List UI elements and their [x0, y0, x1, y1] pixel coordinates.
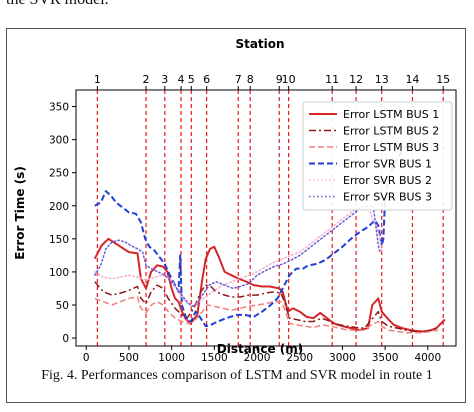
x-tick-label-4000: 4000: [414, 352, 441, 364]
series-line-2: [94, 281, 439, 333]
y-tick-label-350: 350: [49, 102, 69, 114]
axes: 0 500 1000 1500 2000 2500 3000 3500 4000 0 50 100 15…: [49, 102, 441, 364]
x-tick-label-0: 0: [83, 352, 90, 364]
station-label-3: 3: [161, 73, 168, 86]
station-label-4: 4: [178, 73, 185, 86]
body-text-fragment: the SVR model.: [6, 0, 109, 9]
legend-label-3: Error LSTM BUS 3: [343, 141, 439, 154]
y-tick-label-250: 250: [49, 168, 69, 180]
y-tick-label-0: 0: [62, 333, 69, 345]
series-line-6: [94, 205, 381, 308]
series-line-5: [94, 203, 383, 308]
error-time-chart: 1 2 3 4 5 6 7 8 910 11 12 13 14 15 0 500 1000 1500 2000 25…: [13, 37, 457, 364]
station-label-6: 6: [203, 73, 210, 86]
station-label-10: 10: [282, 73, 296, 86]
secondary-x-axis-title: Station: [235, 37, 284, 51]
series-group: [93, 126, 446, 334]
station-label-13: 13: [375, 73, 389, 86]
x-axis-title: Distance (m): [217, 342, 304, 356]
legend-label-4: Error SVR BUS 1: [343, 158, 432, 171]
x-tick-label-500: 500: [119, 352, 139, 364]
y-tick-label-300: 300: [49, 135, 69, 147]
legend-label-5: Error SVR BUS 2: [343, 174, 432, 187]
station-label-9: 9: [276, 73, 283, 86]
station-label-2: 2: [143, 73, 150, 86]
figure-frame: [6, 28, 466, 403]
y-tick-label-100: 100: [49, 267, 69, 279]
station-label-1: 1: [94, 73, 101, 86]
x-tick-label-2000: 2000: [244, 352, 271, 364]
x-tick-label-2500: 2500: [286, 352, 313, 364]
x-tick-label-1500: 1500: [201, 352, 228, 364]
legend-box: [302, 101, 453, 211]
x-tick-label-3000: 3000: [329, 352, 356, 364]
station-label-7: 7: [235, 73, 242, 86]
station-label-12: 12: [349, 73, 363, 86]
legend-label-1: Error LSTM BUS 1: [343, 108, 439, 121]
station-label-15: 15: [436, 73, 450, 86]
station-label-11: 11: [325, 73, 339, 86]
x-tick-label-3500: 3500: [372, 352, 399, 364]
series-line-3: [94, 296, 439, 334]
station-label-14: 14: [405, 73, 419, 86]
figure-caption: Fig. 4. Performances comparison of LSTM …: [41, 368, 433, 383]
legend: Error LSTM BUS 1 Error LSTM BUS 2 Error LS…: [302, 101, 453, 211]
plot-area-border: [75, 89, 457, 347]
station-label-8: 8: [247, 73, 254, 86]
series-line-1: [93, 237, 446, 333]
y-tick-label-150: 150: [49, 234, 69, 246]
x-tick-label-1000: 1000: [158, 352, 185, 364]
legend-label-2: Error LSTM BUS 2: [343, 125, 439, 138]
y-tick-label-200: 200: [49, 201, 69, 213]
y-axis-title: Error Time (s): [13, 166, 27, 260]
y-tick-label-50: 50: [56, 300, 69, 312]
legend-label-6: Error SVR BUS 3: [343, 191, 432, 204]
station-label-5: 5: [188, 73, 195, 86]
